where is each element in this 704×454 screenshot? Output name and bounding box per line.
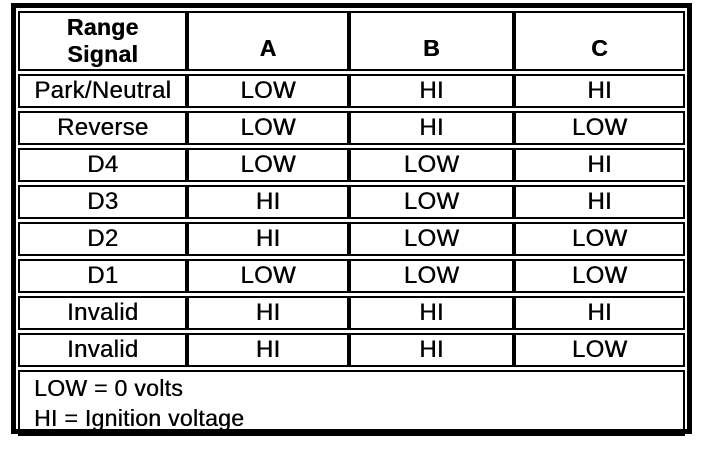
header-col-c: C	[514, 11, 685, 72]
row-invalid-2: Invalid HI HI LOW	[18, 333, 685, 368]
signal-a-cell: HI	[187, 333, 349, 368]
signal-c-cell: LOW	[514, 222, 685, 257]
signal-c-cell: HI	[514, 74, 685, 109]
signal-a-cell: LOW	[187, 148, 349, 183]
signal-a-cell: HI	[187, 185, 349, 220]
signal-b-cell: LOW	[348, 148, 515, 183]
signal-b-cell: HI	[348, 333, 515, 368]
signal-c-cell: LOW	[514, 333, 685, 368]
row-d2: D2 HI LOW LOW	[18, 222, 685, 257]
signal-b-cell: LOW	[348, 185, 515, 220]
signal-a-cell: LOW	[187, 259, 349, 294]
row-d3: D3 HI LOW HI	[18, 185, 685, 220]
range-signal-table: Range Signal A B C Park/Neutral LOW HI H…	[11, 3, 692, 437]
range-cell: D4	[18, 148, 188, 183]
row-park-neutral: Park/Neutral LOW HI HI	[18, 74, 685, 109]
range-cell: Invalid	[18, 333, 188, 368]
signal-b-cell: HI	[348, 296, 515, 331]
range-cell: D1	[18, 259, 188, 294]
signal-b-cell: LOW	[348, 259, 515, 294]
signal-c-cell: LOW	[514, 259, 685, 294]
range-cell: D2	[18, 222, 188, 257]
signal-b-cell: HI	[348, 111, 515, 146]
legend-low-definition: LOW = 0 volts	[34, 375, 183, 402]
signal-a-cell: HI	[187, 296, 349, 331]
range-cell: D3	[18, 185, 188, 220]
row-invalid-1: Invalid HI HI HI	[18, 296, 685, 331]
signal-a-cell: HI	[187, 222, 349, 257]
header-col-a: A	[187, 11, 349, 72]
table-header-row: Range Signal A B C	[18, 11, 685, 72]
signal-c-cell: HI	[514, 185, 685, 220]
legend-cell: LOW = 0 volts HI = Ignition voltage	[18, 370, 685, 437]
signal-b-cell: LOW	[348, 222, 515, 257]
signal-c-cell: HI	[514, 148, 685, 183]
row-reverse: Reverse LOW HI LOW	[18, 111, 685, 146]
signal-a-cell: LOW	[187, 111, 349, 146]
range-cell: Park/Neutral	[18, 74, 188, 109]
row-d1: D1 LOW LOW LOW	[18, 259, 685, 294]
range-cell: Reverse	[18, 111, 188, 146]
signal-b-cell: HI	[348, 74, 515, 109]
row-d4: D4 LOW LOW HI	[18, 148, 685, 183]
range-signal-grid: Range Signal A B C Park/Neutral LOW HI H…	[18, 8, 685, 439]
signal-a-cell: LOW	[187, 74, 349, 109]
signal-c-cell: HI	[514, 296, 685, 331]
legend-hi-definition: HI = Ignition voltage	[34, 405, 245, 432]
header-range-signal: Range Signal	[18, 11, 188, 72]
signal-c-cell: LOW	[514, 111, 685, 146]
header-col-b: B	[348, 11, 515, 72]
range-cell: Invalid	[18, 296, 188, 331]
legend-row: LOW = 0 volts HI = Ignition voltage	[18, 370, 685, 437]
